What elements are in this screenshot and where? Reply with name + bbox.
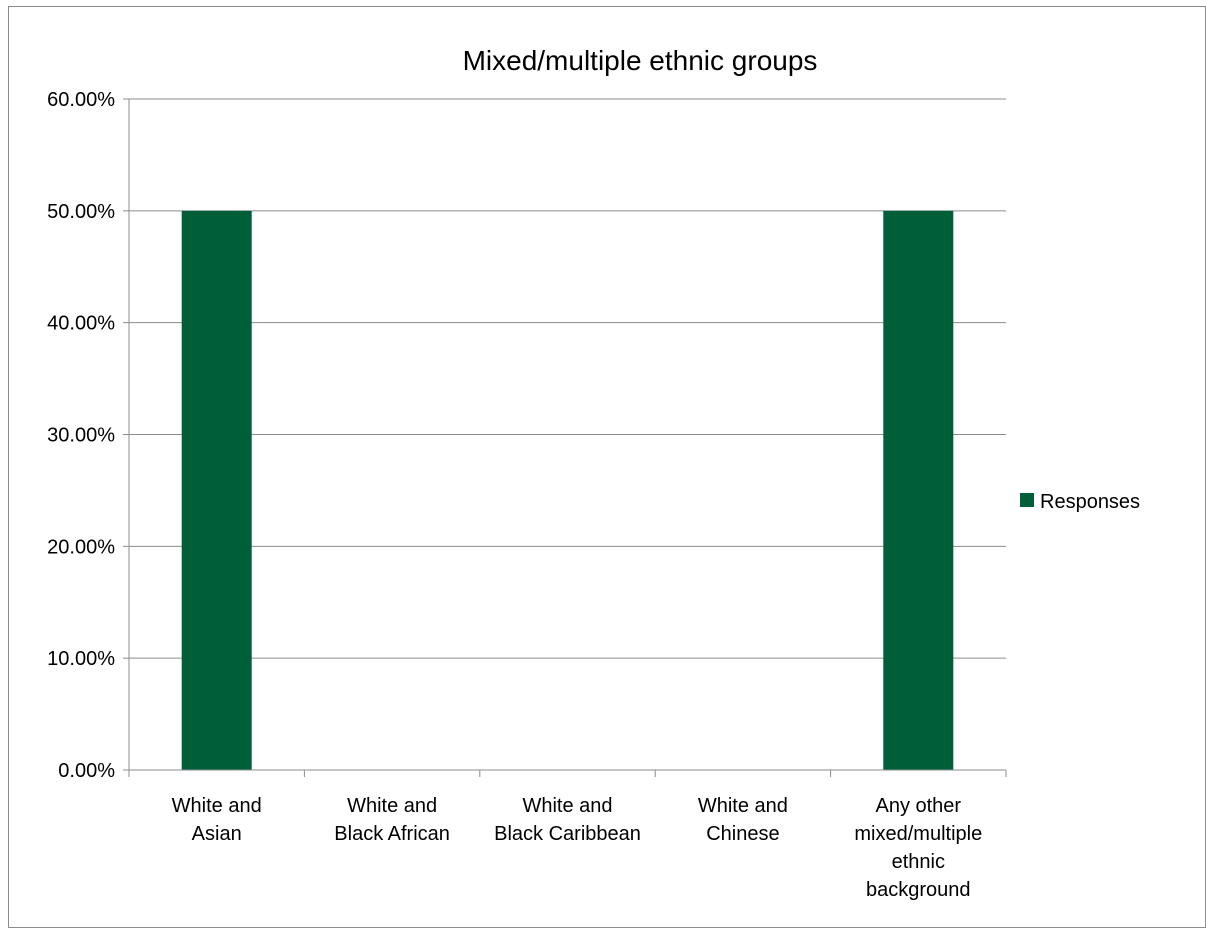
y-tick-label: 30.00%	[47, 425, 115, 447]
axes	[123, 98, 1007, 777]
x-axis-category-labels: White and Asian White and Black African Whit…	[172, 795, 983, 901]
y-tick-label: 50.00%	[47, 201, 115, 223]
bars	[181, 210, 954, 771]
y-axis-tick-labels: 0.00% 10.00% 20.00% 30.00% 40.00% 50.00% 60.00…	[47, 89, 115, 782]
y-tick-label: 20.00%	[47, 536, 115, 558]
legend-swatch	[1020, 493, 1034, 507]
y-tick-label: 60.00%	[47, 89, 115, 111]
legend-label: Responses	[1040, 491, 1140, 513]
y-tick-label: 10.00%	[47, 648, 115, 670]
x-category-label: Any other mixed/multiple ethnic background	[854, 795, 982, 901]
chart-title: Mixed/multiple ethnic groups	[463, 45, 818, 76]
legend: Responses	[1020, 491, 1140, 513]
bar	[181, 210, 252, 771]
x-category-label: White and Black African	[334, 795, 450, 845]
x-category-label: White and Black Caribbean	[494, 795, 641, 845]
y-tick-label: 40.00%	[47, 313, 115, 335]
y-tick-label: 0.00%	[58, 760, 115, 782]
x-category-label: White and Asian	[172, 795, 262, 845]
gridlines	[129, 98, 1006, 659]
bar	[883, 210, 954, 771]
x-category-label: White and Chinese	[698, 795, 788, 845]
